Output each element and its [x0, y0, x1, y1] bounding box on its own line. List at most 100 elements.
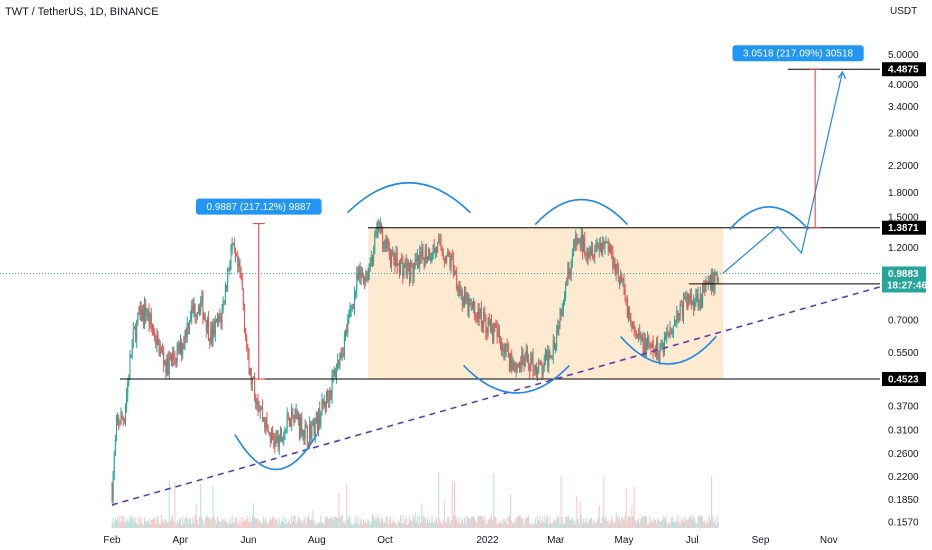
candle-body [652, 340, 654, 353]
candle-body [482, 324, 484, 328]
volume-bar [187, 522, 189, 528]
candle-body [378, 226, 380, 232]
volume-bar [715, 524, 717, 528]
candle-body [563, 296, 565, 303]
volume-bar [519, 515, 521, 528]
price-tag-level-target: 4.4875 [888, 65, 919, 76]
volume-bar [580, 515, 582, 528]
volume-bar [281, 520, 283, 528]
volume-bar [380, 516, 382, 528]
candle-body [669, 328, 671, 336]
candle-body [259, 408, 261, 412]
candle-body [346, 329, 348, 333]
volume-bar [174, 482, 176, 528]
volume-bar [221, 519, 223, 528]
candle-body [561, 310, 563, 316]
volume-bar [158, 524, 160, 528]
volume-bar [255, 517, 257, 528]
volume-bar [256, 518, 258, 528]
candle-body [215, 318, 217, 321]
candle-body [654, 348, 656, 356]
volume-bar [424, 517, 426, 528]
candle-body [306, 425, 308, 443]
candle-body [553, 340, 555, 350]
volume-bar [480, 516, 482, 528]
candle-body [350, 308, 352, 310]
candle-body [256, 401, 258, 405]
candle-body [716, 272, 718, 281]
volume-bar [467, 516, 469, 528]
candle-body [377, 222, 379, 232]
candle-body [541, 365, 543, 376]
volume-bar [612, 519, 614, 528]
volume-bar [576, 496, 578, 528]
volume-bar [398, 521, 400, 528]
volume-bar [690, 516, 692, 528]
candle-body [359, 268, 361, 278]
candle-body [162, 349, 164, 352]
candle-body [299, 416, 301, 433]
candle-body [674, 321, 676, 326]
y-tick-label: 2.8000 [888, 128, 919, 139]
candle-body [155, 340, 157, 345]
volume-bar [396, 524, 398, 528]
candle-body [144, 304, 146, 322]
volume-bar [191, 523, 193, 528]
volume-bar [342, 521, 344, 528]
candle-body [555, 347, 557, 350]
volume-bar [685, 520, 687, 528]
candle-body [544, 353, 546, 358]
volume-bar [597, 518, 599, 528]
volume-bar [494, 516, 496, 528]
candle-body [328, 396, 330, 402]
candle-body [624, 289, 626, 299]
candle-body [265, 417, 267, 428]
volume-bar [460, 521, 462, 528]
volume-bar [514, 521, 516, 528]
volume-bar [483, 519, 485, 528]
volume-bar [208, 518, 210, 528]
volume-bar [401, 523, 403, 528]
volume-bar [338, 493, 340, 528]
volume-bar [275, 520, 277, 528]
candle-body [579, 238, 581, 248]
volume-bar [687, 519, 689, 528]
candle-body [331, 376, 333, 397]
volume-bar [485, 522, 487, 528]
candle-body [457, 288, 459, 292]
measure-left-label: 0.9887 (217.12%) 9887 [207, 202, 312, 213]
volume-bar [586, 522, 588, 528]
candle-body [319, 408, 321, 426]
time-axis[interactable]: Feb Apr Jun Aug Oct 2022 Mar May Jul Sep Nov [103, 535, 837, 546]
candle-body [309, 423, 311, 444]
candle-body [157, 335, 159, 340]
candle-body [380, 223, 382, 228]
volume-bar [266, 522, 268, 528]
candle-body [621, 275, 623, 282]
candle-body [562, 302, 564, 311]
volume-bar [510, 494, 512, 528]
volume-bar [369, 524, 371, 528]
candle-body [441, 249, 443, 254]
volume-bar [410, 520, 412, 528]
price-axis[interactable]: USDT 5.0000 4.0000 3.4000 2.8000 2.2000 1.8000… [882, 6, 927, 528]
candle-body [164, 360, 166, 365]
candle-body [496, 327, 498, 337]
volume-bar [465, 523, 467, 528]
candle-body [376, 222, 378, 232]
candle-body [272, 429, 274, 436]
volume-bar [296, 520, 298, 528]
volume-bar [556, 518, 558, 528]
volume-bar [428, 522, 430, 528]
candle-body [421, 248, 423, 258]
candle-body [354, 292, 356, 309]
candle-body [171, 357, 173, 361]
volume-bar [284, 523, 286, 528]
volume-bar [135, 517, 137, 528]
volume-bar [206, 515, 208, 528]
candle-body [485, 318, 487, 333]
volume-bar [559, 523, 561, 528]
candle-body [249, 368, 251, 375]
volume-bar [699, 515, 701, 528]
